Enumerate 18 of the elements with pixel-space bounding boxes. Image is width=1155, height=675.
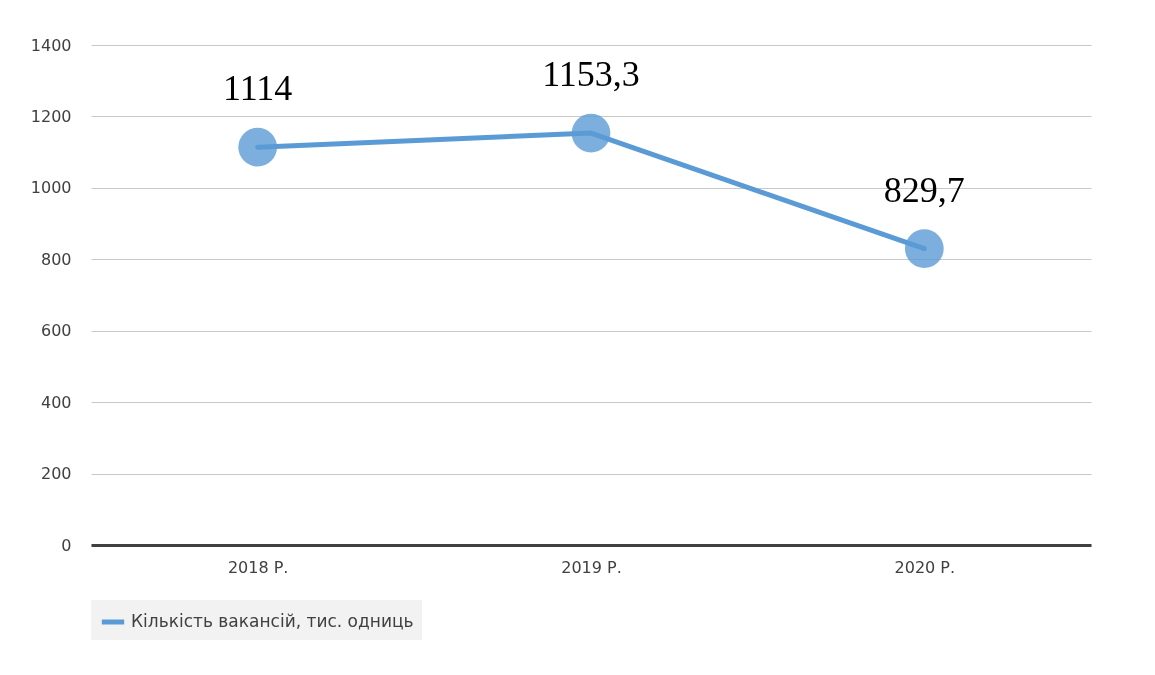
y-tick-label: 1400 bbox=[30, 35, 72, 55]
y-tick-label: 400 bbox=[40, 392, 72, 412]
point bbox=[904, 229, 944, 269]
y-tick-label: 800 bbox=[40, 249, 72, 269]
data-label: 1153,3 bbox=[542, 54, 640, 95]
y-tick-label: 600 bbox=[40, 321, 72, 341]
y-tick-label: 200 bbox=[40, 464, 72, 484]
y-tick-label: 1200 bbox=[30, 106, 72, 126]
x-tick-label: 2020 Р. bbox=[894, 557, 956, 577]
point bbox=[238, 127, 278, 167]
data-label: 829,7 bbox=[883, 169, 965, 210]
y-tick-label: 1000 bbox=[30, 178, 72, 198]
x-tick-label: 2019 Р. bbox=[561, 557, 622, 577]
x-tick-label: 2018 Р. bbox=[227, 557, 289, 577]
legend-label: Кількість вакансій, тис. одниць bbox=[131, 611, 414, 631]
y-tick-label: 0 bbox=[61, 535, 72, 555]
point bbox=[571, 113, 611, 153]
data-label: 1114 bbox=[223, 68, 293, 109]
